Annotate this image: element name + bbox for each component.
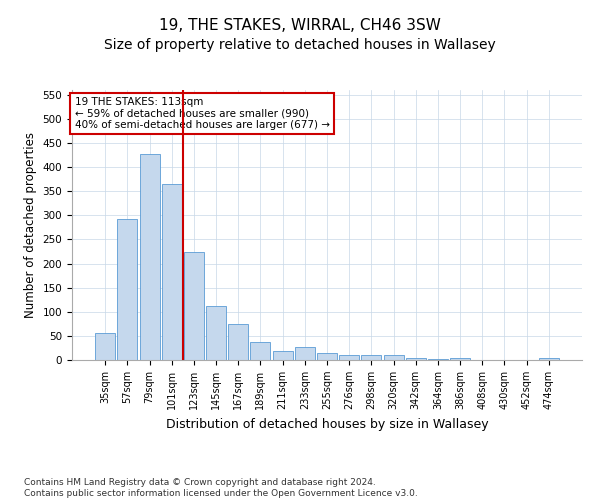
Bar bbox=[295, 347, 315, 360]
Bar bbox=[539, 358, 559, 360]
Bar bbox=[95, 334, 115, 360]
Bar bbox=[228, 324, 248, 360]
Bar bbox=[428, 358, 448, 360]
Bar bbox=[361, 355, 382, 360]
Bar bbox=[317, 353, 337, 360]
Bar bbox=[406, 358, 426, 360]
Bar bbox=[383, 355, 404, 360]
Text: 19 THE STAKES: 113sqm
← 59% of detached houses are smaller (990)
40% of semi-det: 19 THE STAKES: 113sqm ← 59% of detached … bbox=[74, 97, 329, 130]
Text: Size of property relative to detached houses in Wallasey: Size of property relative to detached ho… bbox=[104, 38, 496, 52]
Text: 19, THE STAKES, WIRRAL, CH46 3SW: 19, THE STAKES, WIRRAL, CH46 3SW bbox=[159, 18, 441, 32]
Bar bbox=[206, 306, 226, 360]
Bar bbox=[450, 358, 470, 360]
Bar bbox=[140, 154, 160, 360]
Bar bbox=[184, 252, 204, 360]
Bar bbox=[250, 342, 271, 360]
Text: Contains HM Land Registry data © Crown copyright and database right 2024.
Contai: Contains HM Land Registry data © Crown c… bbox=[24, 478, 418, 498]
Bar bbox=[162, 184, 182, 360]
Bar bbox=[272, 352, 293, 360]
X-axis label: Distribution of detached houses by size in Wallasey: Distribution of detached houses by size … bbox=[166, 418, 488, 430]
Bar bbox=[118, 219, 137, 360]
Y-axis label: Number of detached properties: Number of detached properties bbox=[24, 132, 37, 318]
Bar bbox=[339, 355, 359, 360]
